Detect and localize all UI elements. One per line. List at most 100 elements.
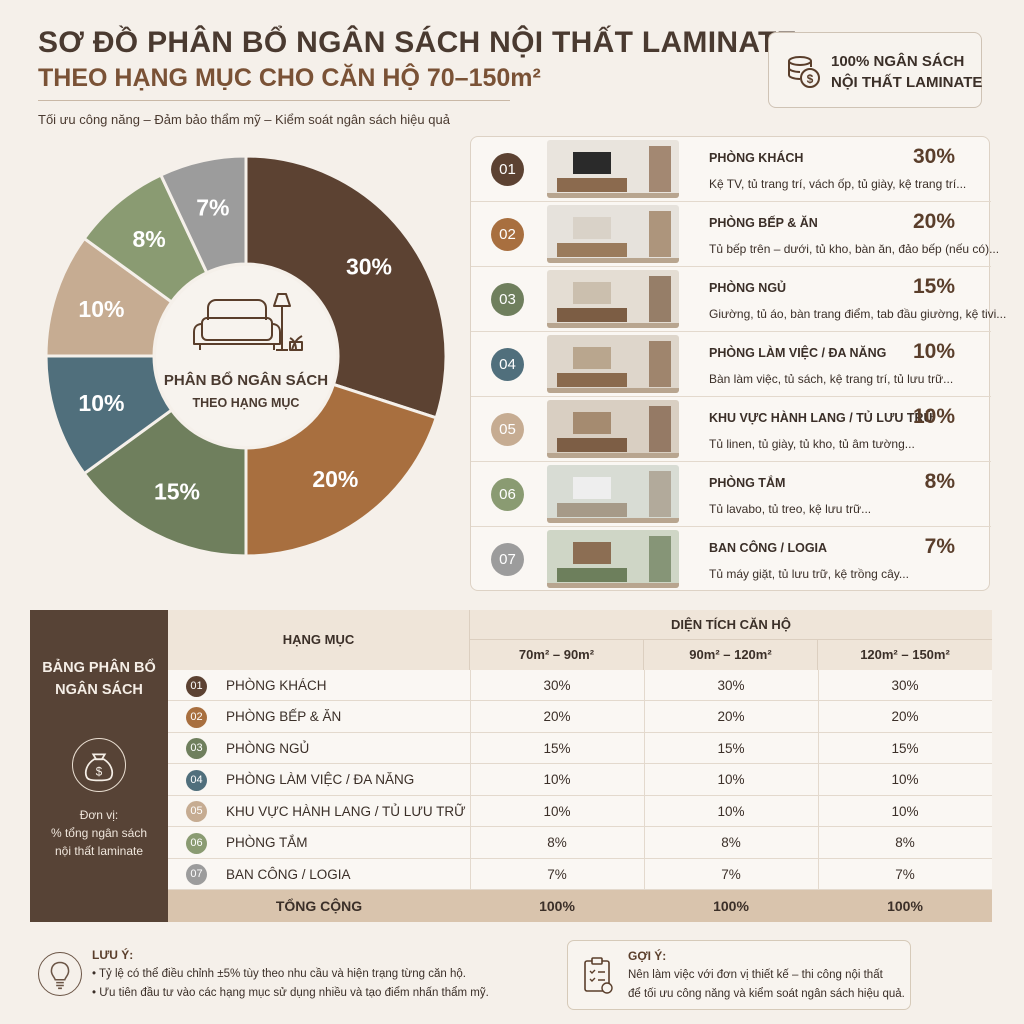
category-description: Giường, tủ áo, bàn trang điểm, tab đầu g… xyxy=(709,307,1007,321)
slice-label: 10% xyxy=(78,296,124,322)
total-value: 100% xyxy=(887,898,923,914)
category-name: PHÒNG NGỦ xyxy=(709,281,787,295)
tip-line-2: để tối ưu công năng và kiểm soát ngân sá… xyxy=(628,988,905,1000)
category-row: 03 PHÒNG NGỦ 15% Giường, tủ áo, bàn tran… xyxy=(471,267,1006,332)
donut-center-line2: THEO HẠNG MỤC xyxy=(192,396,300,410)
category-description: Kệ TV, tủ trang trí, vách ốp, tủ giày, k… xyxy=(709,177,967,191)
row-number: 05 xyxy=(186,801,207,823)
category-number: 02 xyxy=(491,218,524,251)
title-divider xyxy=(38,100,510,101)
table-side-title: BẢNG PHÂN BỔ NGÂN SÁCH xyxy=(30,657,168,701)
row-number: 01 xyxy=(186,675,207,697)
room-thumbnail xyxy=(547,335,679,393)
room-thumbnail xyxy=(547,140,679,198)
row-value: 10% xyxy=(717,803,745,819)
note-line-1: • Tỷ lệ có thể điều chỉnh ±5% tùy theo n… xyxy=(92,968,466,980)
note-box: LƯU Ý: • Tỷ lệ có thể điều chỉnh ±5% tùy… xyxy=(30,940,540,1008)
table-body: HẠNG MỤC DIỆN TÍCH CĂN HỘ 70m² – 90m² 90… xyxy=(168,610,992,922)
category-list: 01 PHÒNG KHÁCH 30% Kệ TV, tủ trang trí, … xyxy=(470,136,1006,592)
budget-donut-chart: 30% 20% 15% 10% 10% 8% 7% PHÂN BỔ NGÂN SÁCH TH… xyxy=(40,150,452,562)
tagline: Tối ưu công năng – Đảm bảo thẩm mỹ – Kiể… xyxy=(38,112,450,127)
room-thumbnail xyxy=(547,530,679,588)
table-row: 05 KHU VỰC HÀNH LANG / TỦ LƯU TRỮ 10% 10… xyxy=(168,795,992,828)
header-col-2: 90m² – 120m² xyxy=(644,640,818,670)
category-percent: 7% xyxy=(924,535,955,558)
donut-slice xyxy=(82,407,248,558)
table-row: 07 BAN CÔNG / LOGIA 7% 7% 7% xyxy=(168,858,992,890)
row-value: 10% xyxy=(717,772,745,788)
page-subtitle: THEO HẠNG MỤC CHO CĂN HỘ 70–150m² xyxy=(38,64,541,92)
row-value: 20% xyxy=(543,709,571,725)
row-value: 10% xyxy=(891,772,919,788)
row-value: 10% xyxy=(543,772,571,788)
donut-hole xyxy=(156,266,336,446)
room-thumbnail xyxy=(547,400,679,458)
category-name: KHU VỰC HÀNH LANG / TỦ LƯU TRỮ xyxy=(709,411,934,425)
category-number: 03 xyxy=(491,283,524,316)
total-row: TỔNG CỘNG 100% 100% 100% xyxy=(168,890,992,922)
row-value: 10% xyxy=(891,803,919,819)
donut-center-line1: PHÂN BỔ NGÂN SÁCH xyxy=(163,372,329,389)
row-category: PHÒNG NGỦ xyxy=(226,740,310,756)
row-category: PHÒNG TẮM xyxy=(226,835,308,851)
table-unit: Đơn vị: % tổng ngân sách nội thất lamina… xyxy=(30,806,168,860)
row-value: 30% xyxy=(717,678,745,693)
row-number: 06 xyxy=(186,832,207,854)
unit-line1: Đơn vị: xyxy=(79,808,119,822)
category-number: 04 xyxy=(491,348,524,381)
slice-label: 7% xyxy=(196,195,229,221)
room-thumbnail xyxy=(547,465,679,523)
row-number: 02 xyxy=(186,706,207,728)
total-value: 100% xyxy=(713,898,749,914)
row-value: 15% xyxy=(717,740,745,756)
category-name: PHÒNG BẾP & ĂN xyxy=(709,216,818,230)
table-row: 01 PHÒNG KHÁCH 30% 30% 30% xyxy=(168,670,992,702)
row-number: 04 xyxy=(186,769,207,791)
table-header: HẠNG MỤC DIỆN TÍCH CĂN HỘ 70m² – 90m² 90… xyxy=(168,610,992,670)
clipboard-checklist-icon xyxy=(584,957,613,994)
category-row: 06 PHÒNG TẮM 8% Tủ lavabo, tủ treo, kệ l… xyxy=(471,462,991,527)
row-category: BAN CÔNG / LOGIA xyxy=(226,866,351,882)
slice-label: 10% xyxy=(78,390,124,416)
row-value: 8% xyxy=(895,835,915,851)
budget-table: BẢNG PHÂN BỔ NGÂN SÁCH $ Đơn vị: % tổng … xyxy=(30,610,992,922)
svg-text:$: $ xyxy=(807,72,814,86)
category-description: Tủ bếp trên – dưới, tủ kho, bàn ăn, đảo … xyxy=(709,242,1000,256)
tip-box: GỢI Ý: Nên làm việc với đơn vị thiết kế … xyxy=(567,940,911,1010)
sofa-lamp-icon xyxy=(193,293,303,351)
page-title: SƠ ĐỒ PHÂN BỔ NGÂN SÁCH NỘI THẤT LAMINAT… xyxy=(38,26,797,59)
category-percent: 8% xyxy=(924,470,955,493)
slice-label: 30% xyxy=(346,254,392,280)
room-thumbnail xyxy=(547,205,679,263)
lightbulb-icon xyxy=(38,952,82,996)
category-percent: 10% xyxy=(912,405,955,428)
category-percent: 20% xyxy=(912,210,955,233)
category-percent: 30% xyxy=(912,145,955,168)
row-category: PHÒNG KHÁCH xyxy=(226,678,327,693)
category-row: 07 BAN CÔNG / LOGIA 7% Tủ máy giặt, tủ l… xyxy=(471,527,991,592)
row-value: 30% xyxy=(891,678,919,693)
money-bag-icon: $ xyxy=(72,738,126,792)
money-coins-icon: $ xyxy=(788,56,820,88)
row-value: 7% xyxy=(547,866,567,882)
table-sidebar: BẢNG PHÂN BỔ NGÂN SÁCH $ Đơn vị: % tổng … xyxy=(30,610,168,922)
row-value: 8% xyxy=(547,835,567,851)
budget-line-2: NỘI THẤT LAMINATE xyxy=(831,74,983,91)
svg-text:$: $ xyxy=(96,767,103,779)
category-number: 01 xyxy=(491,153,524,186)
category-number: 07 xyxy=(491,543,524,576)
total-label: TỔNG CỘNG xyxy=(275,898,363,914)
slice-label: 20% xyxy=(312,466,358,492)
category-name: PHÒNG TẮM xyxy=(709,476,786,490)
row-value: 15% xyxy=(543,740,571,756)
table-row: 04 PHÒNG LÀM VIỆC / ĐA NĂNG 10% 10% 10% xyxy=(168,764,992,796)
row-value: 30% xyxy=(543,678,571,693)
header-col-1: 70m² – 90m² xyxy=(470,640,644,670)
note-title: LƯU Ý: xyxy=(92,948,134,962)
category-row: 01 PHÒNG KHÁCH 30% Kệ TV, tủ trang trí, … xyxy=(471,137,991,202)
unit-line2: % tổng ngân sách xyxy=(50,826,148,840)
note-line-2: • Ưu tiên đầu tư vào các hạng mục sử dụn… xyxy=(92,987,489,999)
row-number: 07 xyxy=(186,864,207,886)
unit-line3: nội thất laminate xyxy=(54,844,144,858)
category-percent: 15% xyxy=(912,275,955,298)
